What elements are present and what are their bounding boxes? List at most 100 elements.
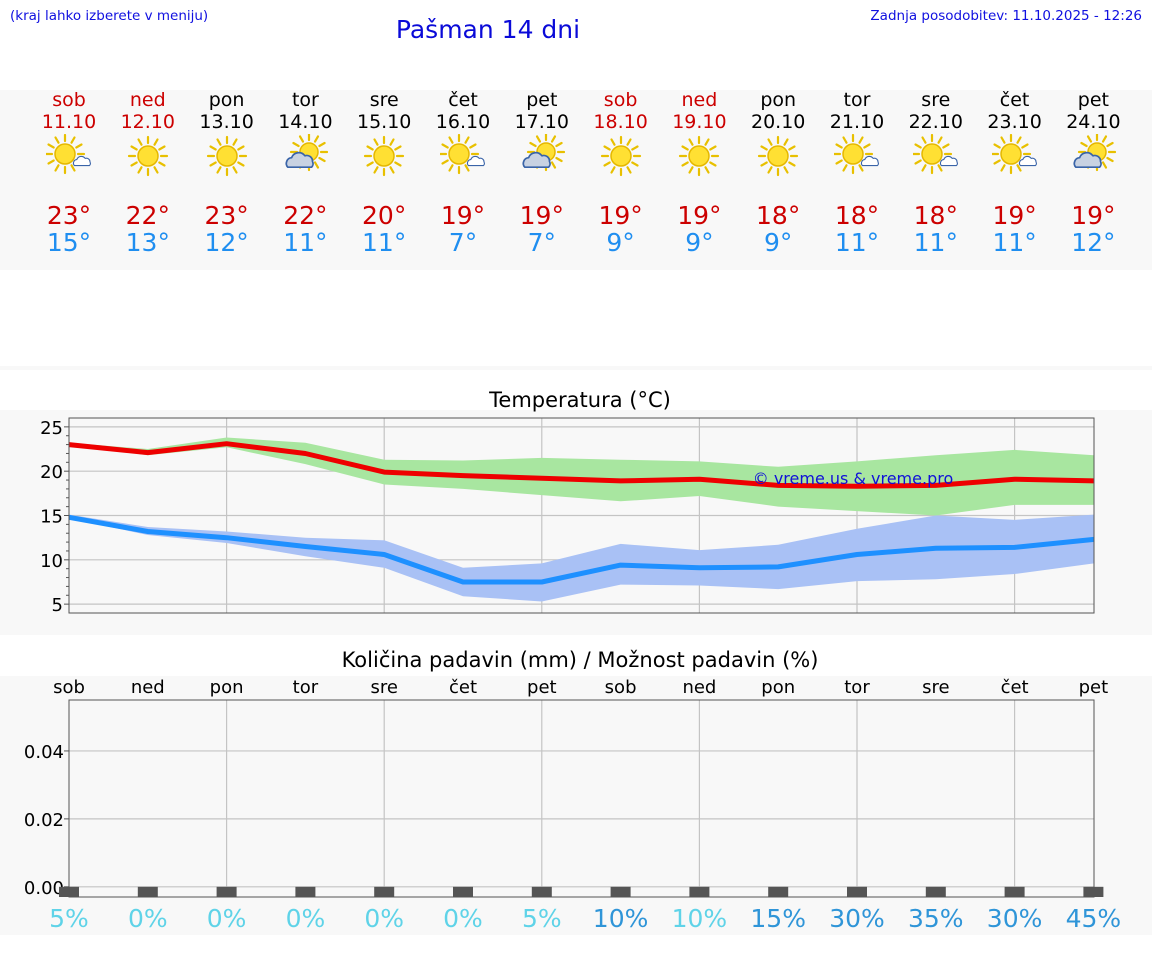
precipitation-bar bbox=[925, 886, 946, 897]
forecast-day: čet 16.10 19° 7° bbox=[423, 90, 503, 257]
sun-icon bbox=[659, 134, 739, 202]
max-temperature: 18° bbox=[913, 201, 958, 230]
x-tick-label: sre bbox=[370, 677, 397, 698]
x-tick-label: čet bbox=[1001, 677, 1029, 698]
cloud-sun-icon bbox=[502, 134, 582, 202]
precipitation-bar bbox=[689, 886, 710, 897]
day-name: pon bbox=[208, 89, 245, 111]
precipitation-plot-area bbox=[69, 700, 1094, 897]
sun-cloud-icon bbox=[975, 134, 1055, 202]
max-temperature: 19° bbox=[440, 201, 486, 230]
divider bbox=[0, 366, 1152, 370]
max-temperature: 19° bbox=[677, 201, 722, 230]
y-tick-label: 5 bbox=[52, 595, 63, 616]
last-update: Zadnja posodobitev: 11.10.2025 - 12:26 bbox=[870, 8, 1142, 24]
forecast-day: sre 15.10 20° 11° bbox=[344, 89, 424, 257]
precipitation-probability: 0% bbox=[128, 904, 168, 933]
max-temperature: 22° bbox=[283, 201, 328, 230]
day-name: ned bbox=[681, 89, 718, 111]
day-date: 14.10 bbox=[278, 111, 333, 133]
precipitation-bar bbox=[610, 886, 631, 897]
sun-icon bbox=[108, 134, 188, 202]
day-name: sre bbox=[369, 89, 399, 111]
precipitation-probability: 10% bbox=[593, 904, 649, 933]
day-date: 20.10 bbox=[750, 111, 806, 133]
min-temperature: 15° bbox=[46, 228, 92, 257]
min-temperature: 13° bbox=[125, 228, 170, 257]
y-tick-label: 0.00 bbox=[24, 878, 64, 899]
x-tick-label: tor bbox=[844, 677, 870, 698]
x-tick-label: pon bbox=[761, 677, 795, 698]
max-temperature: 19° bbox=[1071, 201, 1116, 230]
day-date: 24.10 bbox=[1066, 111, 1121, 133]
max-temperature: 19° bbox=[598, 201, 643, 230]
y-tick-label: 10 bbox=[40, 551, 63, 572]
day-date: 21.10 bbox=[829, 111, 885, 133]
forecast-day: tor 14.10 22° 11° bbox=[265, 90, 345, 257]
cloud-sun-icon bbox=[1053, 134, 1133, 202]
day-date: 12.10 bbox=[120, 111, 175, 133]
day-name: sob bbox=[603, 89, 638, 111]
precipitation-bar bbox=[1083, 886, 1104, 897]
max-temperature: 18° bbox=[756, 201, 801, 230]
x-tick-label: tor bbox=[293, 677, 319, 698]
precipitation-probability: 0% bbox=[286, 904, 326, 933]
x-tick-label: ned bbox=[131, 677, 165, 698]
x-tick-label: sob bbox=[53, 677, 85, 698]
precipitation-bar bbox=[374, 886, 395, 897]
day-date: 17.10 bbox=[514, 111, 569, 133]
day-date: 23.10 bbox=[987, 111, 1042, 133]
precipitation-frame bbox=[68, 699, 1095, 898]
forecast-panel bbox=[0, 90, 1152, 270]
min-temperature: 11° bbox=[362, 228, 407, 257]
precipitation-probability: 35% bbox=[908, 904, 964, 933]
day-date: 15.10 bbox=[356, 111, 412, 133]
precipitation-probability: 30% bbox=[987, 904, 1043, 933]
max-temperature: 19° bbox=[992, 201, 1037, 230]
forecast-day: sre 22.10 18° 11° bbox=[896, 89, 976, 257]
sun-cloud-icon bbox=[29, 134, 109, 202]
forecast-day: čet 23.10 19° 11° bbox=[975, 90, 1055, 257]
sun-cloud-icon bbox=[817, 134, 897, 202]
min-temperature: 7° bbox=[448, 228, 478, 257]
x-tick-label: sob bbox=[605, 677, 637, 698]
min-temperature: 9° bbox=[685, 228, 714, 257]
precipitation-bar bbox=[453, 886, 473, 897]
max-temperature: 20° bbox=[362, 201, 407, 230]
forecast-day: pon 20.10 18° 9° bbox=[738, 90, 818, 257]
max-temperature-line bbox=[68, 441, 1095, 489]
y-tick-label: 25 bbox=[40, 418, 63, 439]
min-temperature: 9° bbox=[606, 228, 635, 257]
day-name: tor bbox=[843, 89, 871, 111]
max-temperature: 19° bbox=[519, 201, 564, 230]
y-tick-label: 0.04 bbox=[24, 742, 64, 763]
max-temperature: 23° bbox=[204, 201, 249, 230]
min-temperature: 9° bbox=[763, 228, 793, 257]
forecast-day: sob 18.10 19° 9° bbox=[581, 89, 661, 257]
forecast-day: pon 13.10 23° 12° bbox=[187, 89, 267, 257]
day-name: ned bbox=[129, 89, 166, 111]
precipitation-bar bbox=[768, 886, 789, 897]
max-temperature: 22° bbox=[125, 201, 170, 230]
forecast-day: pet 17.10 19° 7° bbox=[502, 90, 582, 257]
forecast-day: ned 12.10 22° 13° bbox=[108, 89, 188, 257]
day-name: pet bbox=[1077, 89, 1109, 111]
day-date: 18.10 bbox=[593, 111, 648, 133]
precipitation-probability: 15% bbox=[750, 904, 806, 933]
precipitation-bar bbox=[1004, 886, 1025, 897]
min-temperature: 7° bbox=[527, 228, 556, 257]
min-temperature: 11° bbox=[992, 228, 1037, 257]
day-date: 13.10 bbox=[199, 111, 254, 133]
day-date: 19.10 bbox=[672, 111, 727, 133]
max-temperature: 23° bbox=[46, 201, 92, 230]
watermark: © vreme.us & vreme.pro bbox=[753, 469, 954, 488]
precipitation-probability: 5% bbox=[522, 904, 562, 933]
day-name: sre bbox=[921, 89, 951, 111]
precipitation-probability: 0% bbox=[207, 904, 247, 933]
sun-icon bbox=[738, 134, 818, 202]
forecast-day: tor 21.10 18° 11° bbox=[817, 89, 897, 257]
cloud-sun-icon bbox=[265, 134, 345, 202]
x-tick-label: sre bbox=[922, 677, 949, 698]
precipitation-probability: 0% bbox=[443, 904, 483, 933]
